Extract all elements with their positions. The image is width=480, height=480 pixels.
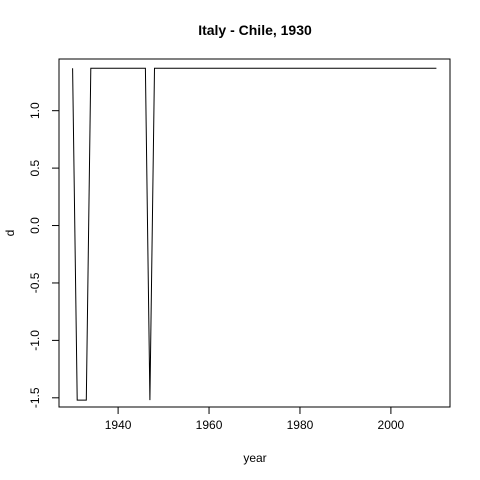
x-axis-label: year	[243, 451, 266, 465]
x-axis: 1940 1960 1980 2000	[105, 407, 405, 432]
y-tick-label: 0.0	[28, 217, 42, 234]
x-tick-label: 1980	[287, 418, 314, 432]
y-tick-label: -1.5	[28, 387, 42, 408]
plot-frame	[58, 58, 451, 408]
x-tick-label: 2000	[378, 418, 405, 432]
y-tick-label: 1.0	[28, 102, 42, 119]
x-tick-label: 1960	[196, 418, 223, 432]
y-axis: -1.5 -1.0 -0.5 0.0 0.5 1.0	[28, 102, 59, 408]
series-line	[72, 67, 437, 401]
y-tick-label: -0.5	[28, 272, 42, 293]
chart-title: Italy - Chile, 1930	[198, 22, 312, 38]
x-tick-label: 1940	[105, 418, 132, 432]
y-tick-label: -1.0	[28, 330, 42, 351]
y-tick-label: 0.5	[28, 159, 42, 176]
y-axis-label: d	[3, 230, 17, 237]
